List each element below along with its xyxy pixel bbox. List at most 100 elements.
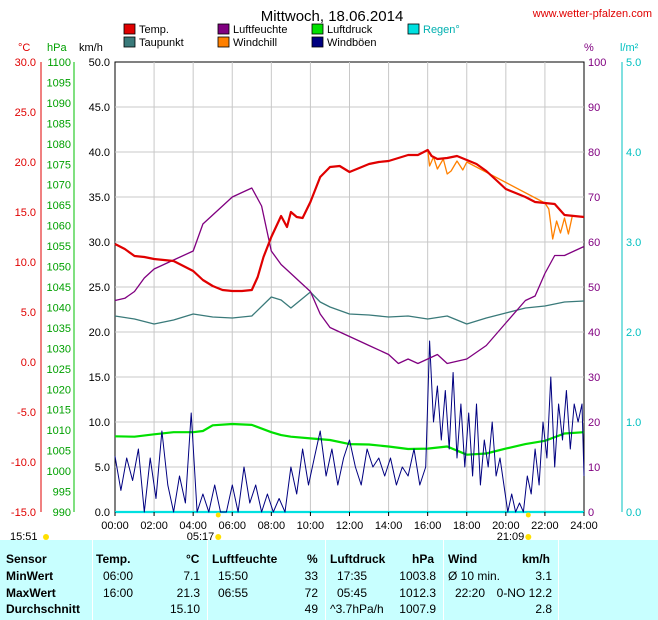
tick-press: 1045 <box>47 282 71 294</box>
tick-wind: 25.0 <box>89 282 110 294</box>
unit-hum: % <box>584 42 594 54</box>
tick-press: 1060 <box>47 221 71 233</box>
tick-hum: 20 <box>588 417 600 429</box>
daylength-icon <box>43 534 49 540</box>
tick-press: 1065 <box>47 200 71 212</box>
tick-temp: 0.0 <box>21 357 36 369</box>
hdr-press: Luftdruck <box>330 552 386 566</box>
tick-temp: -10.0 <box>11 457 36 469</box>
legend-label-gust: Windböen <box>327 37 377 49</box>
hum-time: 06:55 <box>218 586 249 600</box>
tick-temp: 10.0 <box>15 257 36 269</box>
wind-value: 2.8 <box>535 602 552 616</box>
press-value: 1007.9 <box>399 602 436 616</box>
wind-time: 22:20 <box>455 586 486 600</box>
tick-press: 1010 <box>47 425 71 437</box>
col-divider <box>325 540 326 620</box>
hdr-sensor: Sensor <box>6 552 47 566</box>
temp-value: 7.1 <box>183 569 200 583</box>
sunset-time: 21:09 <box>497 531 525 540</box>
wind-time: Ø 10 min. <box>448 569 501 583</box>
tick-hum: 80 <box>588 147 600 159</box>
tick-press: 1025 <box>47 364 71 376</box>
site-link[interactable]: www.wetter-pfalzen.com <box>532 8 652 20</box>
tick-hum: 60 <box>588 237 600 249</box>
tick-press: 990 <box>53 507 71 519</box>
hum-value: 72 <box>304 586 318 600</box>
sunrise-time: 05:17 <box>187 531 215 540</box>
tick-wind: 45.0 <box>89 102 110 114</box>
weather-chart: Mittwoch, 18.06.2014 www.wetter-pfalzen.… <box>10 8 652 540</box>
press-time: 05:45 <box>337 586 368 600</box>
tick-press: 1040 <box>47 302 71 314</box>
tick-press: 1095 <box>47 77 71 89</box>
tick-rain: 0.0 <box>626 507 641 519</box>
tick-x: 06:00 <box>218 520 246 532</box>
temp-value: 15.10 <box>170 602 201 616</box>
statistics-table: Sensor Temp. °C Luftfeuchte % Luftdruck … <box>0 540 658 620</box>
tick-press: 1030 <box>47 343 71 355</box>
legend-swatch-press <box>311 23 324 35</box>
unit-wind: km/h <box>79 42 103 54</box>
temp-time: 06:00 <box>103 569 134 583</box>
tick-rain: 3.0 <box>626 237 641 249</box>
tick-x: 04:00 <box>179 520 207 532</box>
legend-swatch-gust <box>311 36 324 48</box>
tick-hum: 90 <box>588 102 600 114</box>
legend-swatch-hum <box>217 23 230 35</box>
hum-time: 15:50 <box>218 569 249 583</box>
tick-temp: -15.0 <box>11 507 36 519</box>
tick-rain: 4.0 <box>626 147 641 159</box>
tick-press: 1020 <box>47 384 71 396</box>
tick-press: 1000 <box>47 466 71 478</box>
tick-x: 14:00 <box>375 520 403 532</box>
tick-temp: 5.0 <box>21 307 36 319</box>
tick-press: 1100 <box>47 57 71 69</box>
tick-temp: 20.0 <box>15 157 36 169</box>
hdr-hum-unit: % <box>307 552 318 566</box>
hdr-wind-unit: km/h <box>522 552 551 566</box>
legend-label-temp: Temp. <box>139 24 169 36</box>
tick-hum: 70 <box>588 192 600 204</box>
hdr-wind: Wind <box>448 552 478 566</box>
unit-temp: °C <box>18 42 30 54</box>
tick-x: 10:00 <box>297 520 325 532</box>
wind-value: 0-NO 12.2 <box>496 586 552 600</box>
tick-press: 1080 <box>47 139 71 151</box>
tick-wind: 50.0 <box>89 57 110 69</box>
tick-temp: -5.0 <box>17 407 36 419</box>
tick-hum: 100 <box>588 57 606 69</box>
series-press <box>114 422 585 456</box>
col-divider <box>92 540 93 620</box>
sunset-icon <box>525 534 532 540</box>
legend-label-press: Luftdruck <box>327 24 373 36</box>
tick-hum: 30 <box>588 372 600 384</box>
tick-wind: 30.0 <box>89 237 110 249</box>
tick-press: 1005 <box>47 446 71 458</box>
tick-hum: 40 <box>588 327 600 339</box>
tick-hum: 0 <box>588 507 594 519</box>
col-divider <box>207 540 208 620</box>
tick-temp: 15.0 <box>15 207 36 219</box>
tick-x: 12:00 <box>336 520 364 532</box>
hdr-press-unit: hPa <box>412 552 435 566</box>
legend-swatch-dew <box>123 36 136 48</box>
legend-swatch-chill <box>217 36 230 48</box>
sunrise-icon <box>215 534 222 540</box>
legend-swatch-temp <box>123 23 136 35</box>
press-value: 1003.8 <box>399 569 436 583</box>
col-divider <box>443 540 444 620</box>
col-divider <box>558 540 559 620</box>
series-hum <box>114 187 585 365</box>
legend-label-chill: Windchill <box>233 37 277 49</box>
legend-label-hum: Luftfeuchte <box>233 24 287 36</box>
tick-wind: 15.0 <box>89 372 110 384</box>
tick-press: 1055 <box>47 241 71 253</box>
unit-rain: l/m² <box>620 42 639 54</box>
tick-press: 1050 <box>47 262 71 274</box>
row-label: MaxWert <box>6 586 56 600</box>
tick-press: 995 <box>53 487 71 499</box>
tick-temp: 30.0 <box>15 57 36 69</box>
sunrise-marker <box>215 512 221 518</box>
